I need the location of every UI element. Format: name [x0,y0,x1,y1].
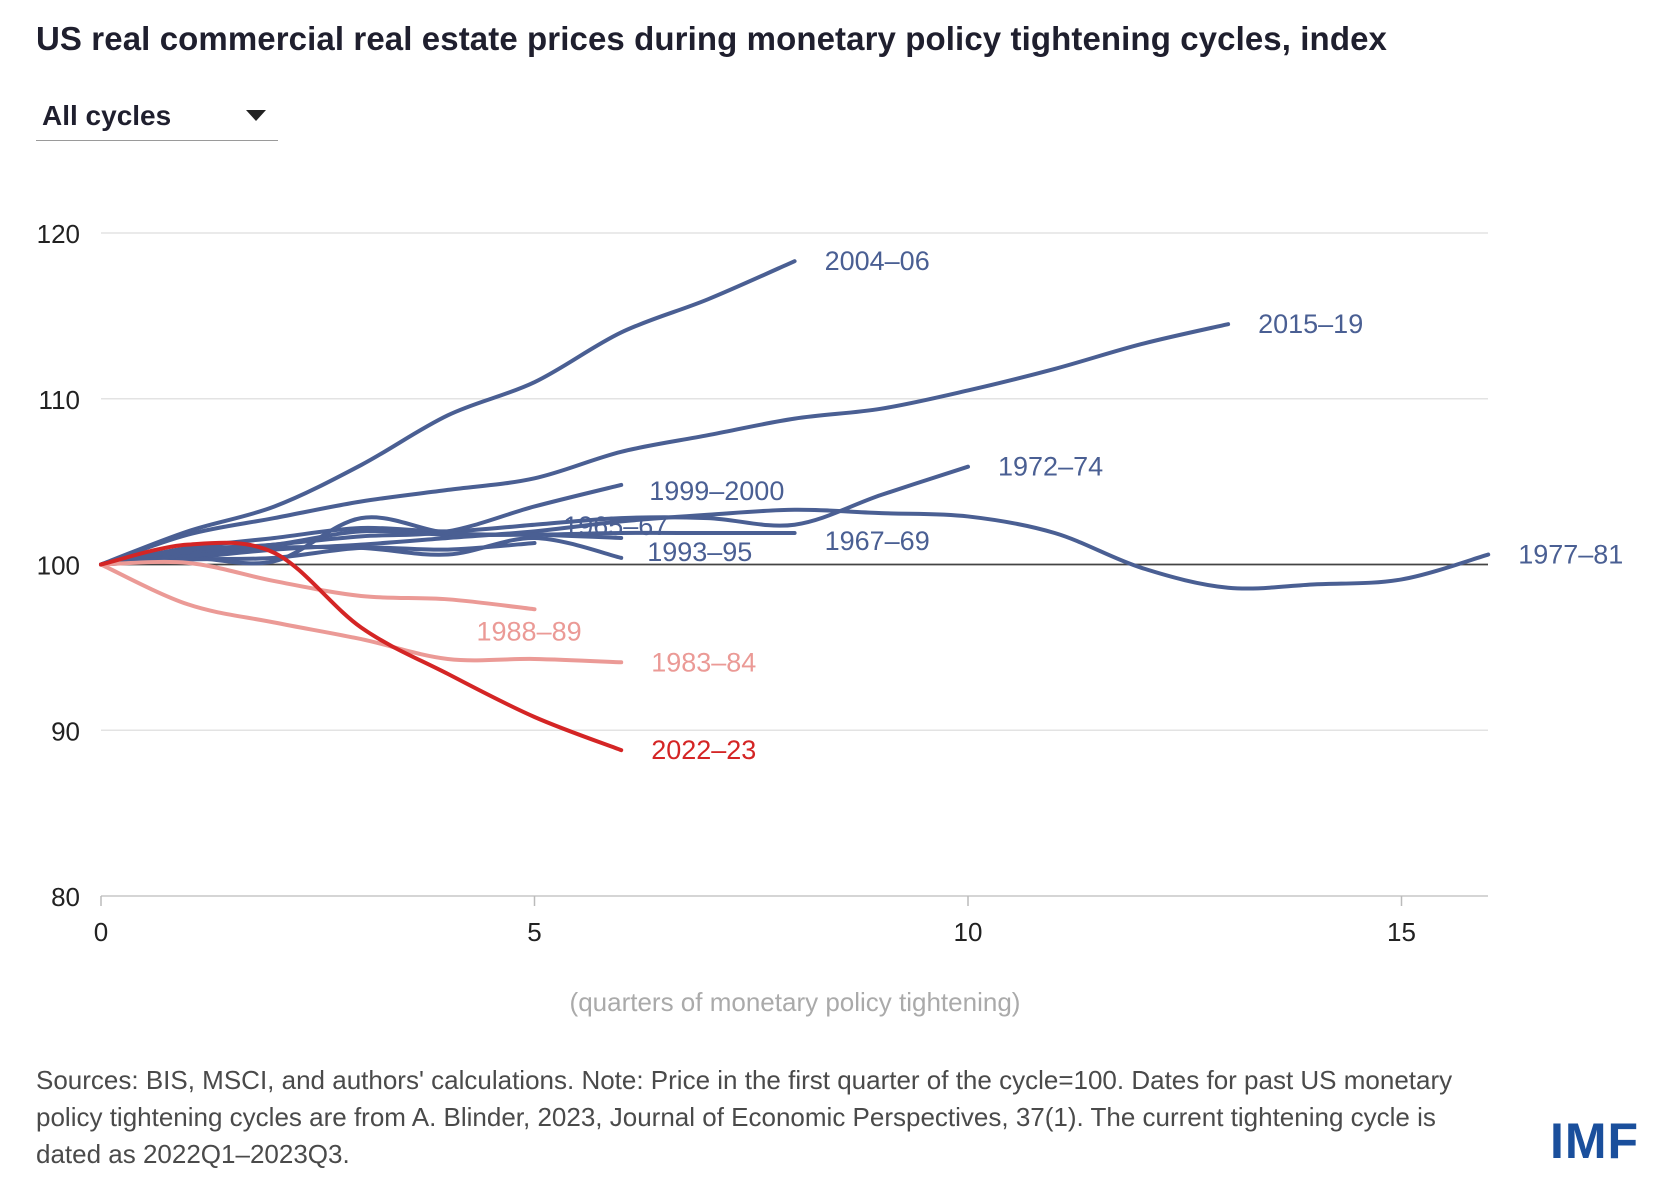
series-label: 1977–81 [1518,540,1623,570]
series-label: 2004–06 [825,246,930,276]
series-line-2015–19 [99,322,1231,567]
series-label: 1972–74 [998,452,1103,482]
imf-logo: IMF [1550,1113,1640,1169]
y-tick-label: 80 [51,882,80,912]
chevron-down-icon [246,110,266,121]
series-label: 1967–69 [825,526,930,556]
series-line-1972–74 [99,464,970,567]
chart-title: US real commercial real estate prices du… [36,20,1387,57]
series-lines [99,259,1491,753]
series-label: 1965–67 [563,511,668,541]
x-tick-label: 5 [527,917,541,947]
series-labels: 2004–06 2015–19 1972–74 1999–2000 1967–69 197… [477,246,1624,765]
y-tick-label: 110 [39,385,80,415]
x-tick-label: 10 [954,917,983,947]
series-line-1983–84 [99,562,624,665]
y-tick-label: 120 [37,219,80,249]
series-line-2022–23 [99,540,624,753]
footnote: Sources: BIS, MSCI, and authors' calcula… [36,1065,1453,1169]
y-axis-tick-labels: 80 90 100 110 120 [37,219,80,912]
series-line [99,540,537,567]
line-chart: 80 90 100 110 120 0 5 10 15 2004–06 2015–19 1972–… [37,219,1624,1017]
grid-lines [101,232,1488,897]
series-label: 1993–95 [647,537,752,567]
series-line-2004–06 [99,259,797,567]
x-axis: 0 5 10 15 [94,895,1488,947]
series-label: 2022–23 [651,735,756,765]
series-line-1999–2000 [99,482,624,567]
y-tick-label: 100 [37,551,80,581]
x-tick-label: 15 [1387,917,1416,947]
series-label: 1983–84 [651,647,756,677]
series-label: 1988–89 [477,616,582,646]
series-label: 2015–19 [1258,309,1363,339]
x-axis-label: (quarters of monetary policy tightening) [570,987,1021,1017]
cycle-filter-dropdown[interactable]: All cycles [36,94,278,141]
series-label: 1999–2000 [649,476,784,506]
y-tick-label: 90 [51,716,80,746]
x-tick-label: 0 [94,917,108,947]
cycle-filter-selected: All cycles [42,100,172,131]
